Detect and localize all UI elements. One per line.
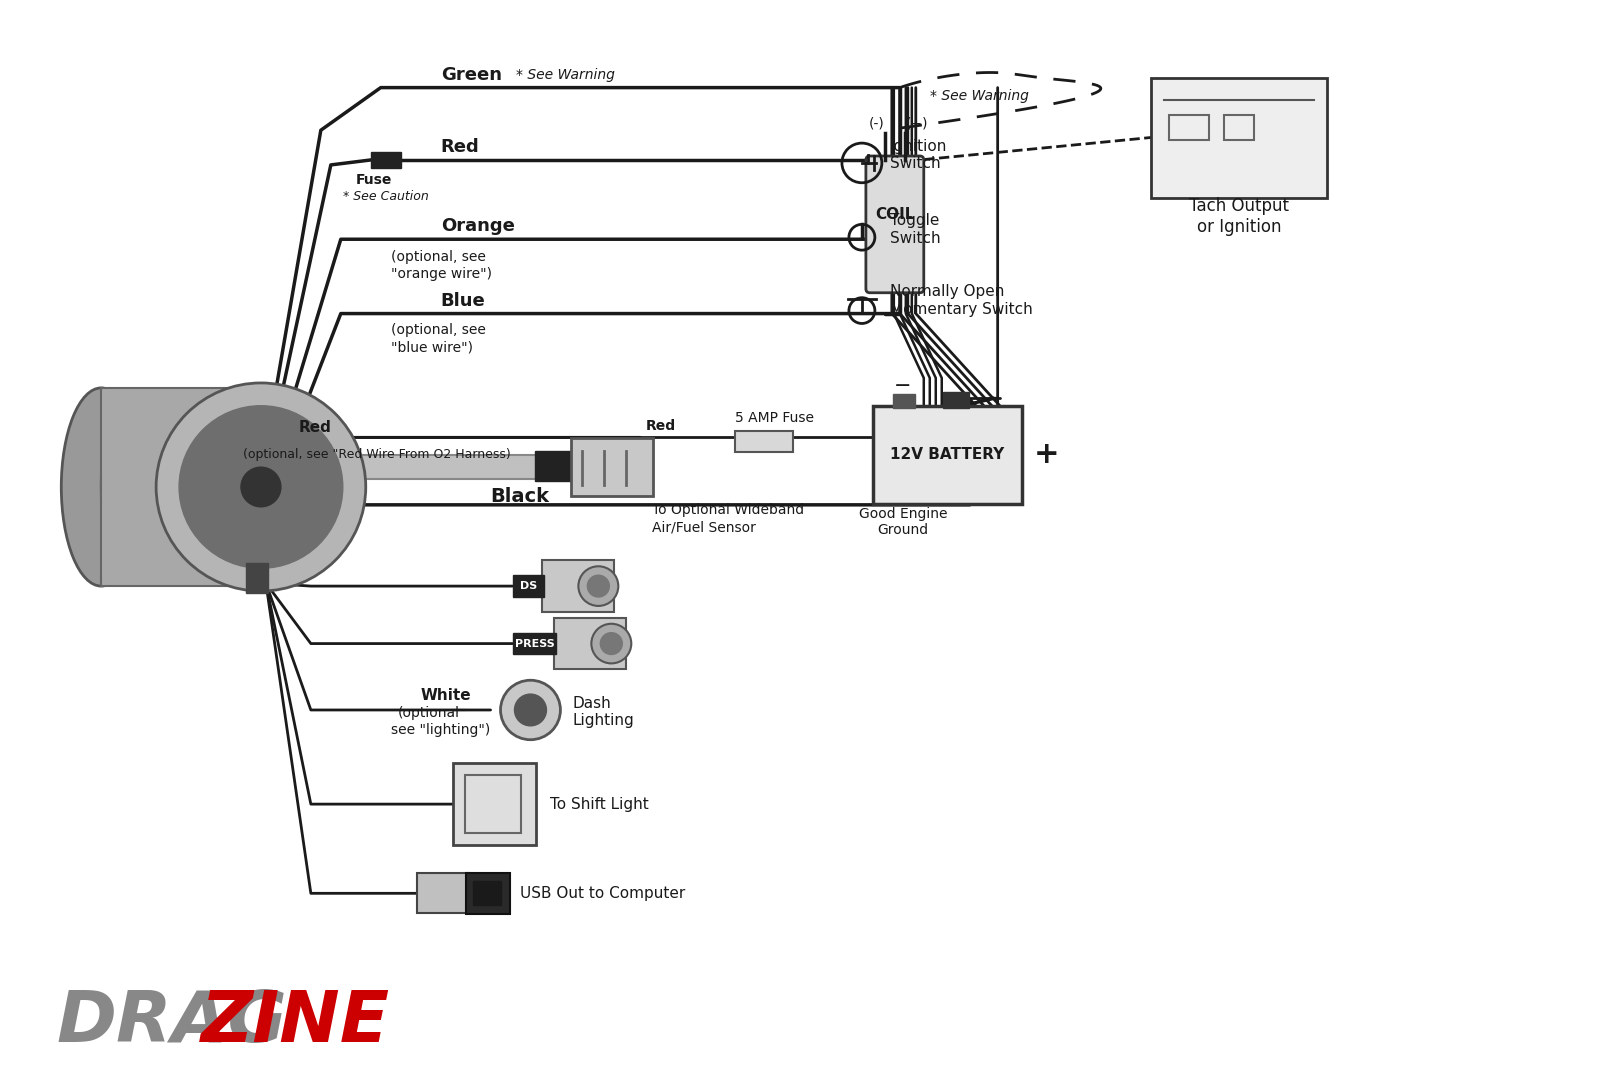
Bar xyxy=(734,431,794,452)
Text: Blue: Blue xyxy=(440,292,485,310)
FancyBboxPatch shape xyxy=(542,561,614,612)
Bar xyxy=(1224,115,1254,140)
Text: Toggle
Switch: Toggle Switch xyxy=(890,213,941,245)
Text: To Shift Light: To Shift Light xyxy=(550,796,650,811)
Text: (+): (+) xyxy=(906,116,928,130)
Circle shape xyxy=(157,383,366,591)
Text: Normally Open
Momentary Switch: Normally Open Momentary Switch xyxy=(890,285,1032,317)
FancyBboxPatch shape xyxy=(222,451,259,481)
Text: Dash: Dash xyxy=(573,695,611,711)
Text: 5 AMP Fuse: 5 AMP Fuse xyxy=(734,410,814,424)
Text: White: White xyxy=(421,688,472,702)
Text: Black: Black xyxy=(491,487,549,506)
FancyBboxPatch shape xyxy=(416,873,469,914)
FancyBboxPatch shape xyxy=(571,438,653,496)
Text: (optional: (optional xyxy=(398,706,459,720)
Text: To Optional Wideband: To Optional Wideband xyxy=(653,503,805,517)
Text: USB Out to Computer: USB Out to Computer xyxy=(520,886,686,901)
Text: +: + xyxy=(1034,440,1059,469)
Text: −: − xyxy=(894,376,912,395)
Ellipse shape xyxy=(61,388,141,586)
Bar xyxy=(893,393,915,407)
Circle shape xyxy=(515,694,547,726)
Bar xyxy=(512,633,557,655)
Text: see "lighting"): see "lighting") xyxy=(390,723,490,737)
FancyBboxPatch shape xyxy=(1152,78,1326,197)
Text: Ignition
Switch: Ignition Switch xyxy=(890,139,947,172)
FancyBboxPatch shape xyxy=(874,406,1022,504)
FancyBboxPatch shape xyxy=(866,156,923,293)
Circle shape xyxy=(587,576,610,597)
Text: Tach Output
or Ignition: Tach Output or Ignition xyxy=(1189,197,1290,236)
Text: (-): (-) xyxy=(869,116,885,130)
Text: ZINE: ZINE xyxy=(202,988,390,1056)
Bar xyxy=(259,455,541,479)
Text: Green: Green xyxy=(440,66,502,84)
Text: COIL: COIL xyxy=(875,207,915,222)
Text: Red: Red xyxy=(299,420,331,435)
Text: 12V BATTERY: 12V BATTERY xyxy=(890,447,1003,462)
Bar xyxy=(512,576,544,597)
Text: Good Engine
Ground: Good Engine Ground xyxy=(859,506,947,537)
Text: Orange: Orange xyxy=(440,217,515,236)
Circle shape xyxy=(600,633,622,655)
FancyBboxPatch shape xyxy=(453,763,536,844)
Circle shape xyxy=(242,467,282,506)
Circle shape xyxy=(179,406,342,568)
Text: Red: Red xyxy=(645,419,675,433)
Circle shape xyxy=(501,680,560,740)
Bar xyxy=(1170,115,1210,140)
FancyBboxPatch shape xyxy=(466,872,509,915)
Bar xyxy=(101,388,261,586)
Text: Red: Red xyxy=(440,139,480,156)
Bar xyxy=(246,563,267,593)
Bar xyxy=(371,152,400,167)
Text: DRAG: DRAG xyxy=(56,988,286,1056)
Bar xyxy=(472,882,501,905)
Text: "blue wire"): "blue wire") xyxy=(390,340,472,354)
Text: "orange wire"): "orange wire") xyxy=(390,266,491,281)
Text: (optional, see: (optional, see xyxy=(390,251,485,264)
Text: * See Warning: * See Warning xyxy=(517,68,616,82)
Text: PRESS: PRESS xyxy=(515,639,554,648)
FancyBboxPatch shape xyxy=(555,618,626,669)
Bar xyxy=(942,392,968,407)
Ellipse shape xyxy=(101,390,162,583)
Text: DS: DS xyxy=(520,581,538,592)
Text: (optional, see: (optional, see xyxy=(390,323,485,338)
Text: Lighting: Lighting xyxy=(573,713,634,728)
Text: (optional, see "Red Wire From O2 Harness): (optional, see "Red Wire From O2 Harness… xyxy=(243,448,510,461)
Circle shape xyxy=(592,624,632,663)
Text: * See Warning: * See Warning xyxy=(930,88,1029,102)
Text: Air/Fuel Sensor: Air/Fuel Sensor xyxy=(653,520,757,535)
Bar xyxy=(536,451,573,481)
Text: Fuse: Fuse xyxy=(355,173,392,187)
Circle shape xyxy=(578,566,618,605)
Text: * See Caution: * See Caution xyxy=(342,190,429,204)
